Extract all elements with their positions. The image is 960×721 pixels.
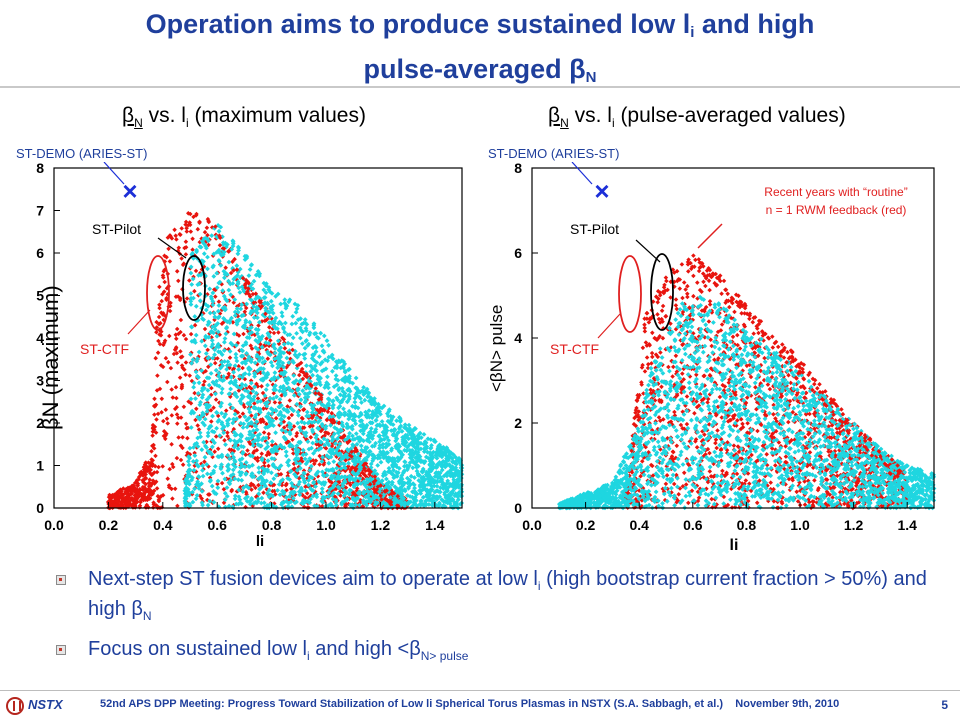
left-st-demo-label: ST-DEMO (ARIES-ST)	[16, 146, 147, 161]
left-y-tick-label: 1	[36, 458, 44, 474]
left-x-tick-label: 1.0	[316, 517, 336, 533]
left-st-pilot-label: ST-Pilot	[92, 221, 141, 237]
slide-title: Operation aims to produce sustained low …	[0, 6, 960, 96]
left-x-tick-label: 1.2	[371, 517, 391, 533]
right-st-demo-label: ST-DEMO (ARIES-ST)	[488, 146, 619, 161]
left-title-beta-sub: N	[134, 116, 143, 130]
left-title-suffix: (maximum values)	[189, 104, 366, 127]
title-text-1: Operation aims to produce sustained low …	[146, 9, 691, 39]
title-text-2: and high	[694, 9, 814, 39]
left-st-ctf-label: ST-CTF	[80, 341, 129, 357]
right-title-beta: β	[548, 104, 560, 127]
left-x-tick-label: 0.4	[153, 517, 173, 533]
left-y-axis-text: βN (maximum)	[38, 285, 63, 430]
right-panel-title: βN vs. li (pulse-averaged values)	[548, 104, 846, 130]
left-x-tick-label: 1.4	[425, 517, 445, 533]
left-y-axis-label: βN (maximum)	[38, 285, 63, 430]
title-text-3: pulse-averaged β	[364, 54, 586, 84]
title-sub-2: N	[586, 69, 597, 86]
left-y-tick-label: 6	[36, 245, 44, 261]
right-title-beta-sub: N	[560, 116, 569, 130]
left-y-tick-label: 8	[36, 162, 44, 176]
left-x-tick-label: 0.8	[262, 517, 282, 533]
right-title-suffix: (pulse-averaged values)	[615, 104, 846, 127]
left-x-tick-label: 0.0	[44, 517, 64, 533]
left-x-tick-label: 0.2	[99, 517, 119, 533]
left-demo-marker: ×	[122, 176, 137, 206]
left-title-beta: β	[122, 104, 134, 127]
left-y-tick-label: 0	[36, 500, 44, 516]
title-divider	[0, 86, 960, 88]
left-title-mid: vs. l	[143, 104, 186, 127]
left-x-tick-label: 0.6	[207, 517, 227, 533]
left-panel-title: βN vs. li (maximum values)	[122, 104, 366, 130]
left-x-axis-label: li	[256, 533, 264, 550]
left-y-tick-label: 7	[36, 203, 44, 219]
right-title-mid: vs. l	[569, 104, 612, 127]
